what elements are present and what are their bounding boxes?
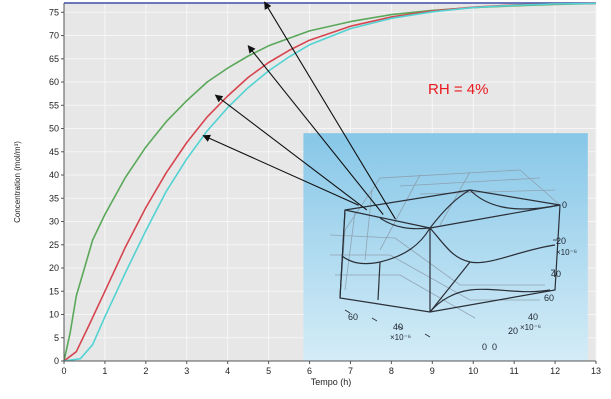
- y-tick-label: 35: [49, 193, 59, 203]
- inset-label: ×10⁻⁶: [556, 248, 577, 257]
- series-layer: [63, 2, 597, 362]
- inset-label: ×10⁻⁶: [390, 333, 411, 342]
- inset-label: ×10⁻⁶: [520, 323, 541, 332]
- x-tick-label: 9: [430, 366, 435, 376]
- y-tick-labels: 0 5 10 15 20 25 30 35 40 45 50 55 60 65 70 75: [49, 7, 64, 366]
- mesh-axis-ticks: [344, 204, 559, 338]
- y-tick-label: 25: [49, 240, 59, 250]
- inset-label: 60: [544, 293, 554, 303]
- x-tick-label: 10: [468, 366, 478, 376]
- y-axis-label: Concentration (mol/m³): [13, 141, 22, 223]
- axes: [63, 3, 596, 362]
- series-line-4: [63, 2, 597, 362]
- y-tick-label: 50: [49, 124, 59, 134]
- inset-label: 20: [556, 236, 566, 246]
- y-tick-label: 75: [49, 7, 59, 17]
- y-tick-label: 30: [49, 217, 59, 227]
- x-tick-labels: 0 1 2 3 4 5 6 7 8 9 10 11 12 13: [61, 361, 601, 376]
- y-tick-label: 60: [49, 77, 59, 87]
- x-tick-label: 1: [102, 366, 107, 376]
- inset-label: 40: [528, 312, 538, 322]
- x-axis-label: Tempo (h): [311, 377, 352, 387]
- mesh-front-edges: [339, 189, 561, 313]
- y-tick-label: 20: [49, 263, 59, 273]
- y-tick-label: 70: [49, 31, 59, 41]
- annotation-arrow: [202, 134, 359, 206]
- x-tick-label: 5: [266, 366, 271, 376]
- inset-label: 40: [551, 269, 561, 279]
- x-tick-label: 4: [225, 366, 230, 376]
- inset-3d-mesh: 0 20 ×10⁻⁶ 40 60 60 40 ×10⁻⁶ 40 20 ×10⁻⁶…: [303, 133, 588, 361]
- x-tick-label: 7: [348, 366, 353, 376]
- annotation-arrow: [264, 1, 396, 220]
- inset-axis-labels: 0 20 ×10⁻⁶ 40 60 60 40 ×10⁻⁶ 40 20 ×10⁻⁶…: [348, 200, 577, 352]
- inset-label: 20: [508, 326, 518, 336]
- y-tick-label: 10: [49, 310, 59, 320]
- annotation-arrow: [247, 45, 384, 215]
- inset-label: 0: [492, 342, 497, 352]
- inset-label: 0: [562, 200, 567, 210]
- x-tick-label: 3: [184, 366, 189, 376]
- rh-annotation: RH = 4%: [428, 81, 488, 98]
- x-tick-label: 6: [307, 366, 312, 376]
- x-tick-label: 13: [591, 366, 601, 376]
- y-tick-label: 55: [49, 100, 59, 110]
- annotation-arrow: [214, 94, 368, 211]
- arrows-layer: [202, 1, 396, 220]
- y-tick-label: 45: [49, 147, 59, 157]
- x-tick-label: 2: [143, 366, 148, 376]
- inset-label: 0: [482, 342, 487, 352]
- y-tick-label: 5: [54, 333, 59, 343]
- y-tick-label: 40: [49, 170, 59, 180]
- x-tick-label: 11: [509, 366, 518, 376]
- y-tick-label: 65: [49, 54, 59, 64]
- y-tick-label: 0: [54, 356, 59, 366]
- x-tick-label: 8: [389, 366, 394, 376]
- inset-label: 60: [348, 312, 358, 322]
- x-tick-label: 12: [550, 366, 560, 376]
- y-tick-label: 15: [49, 286, 59, 296]
- inset-label: 40: [393, 322, 403, 332]
- x-tick-label: 0: [61, 366, 66, 376]
